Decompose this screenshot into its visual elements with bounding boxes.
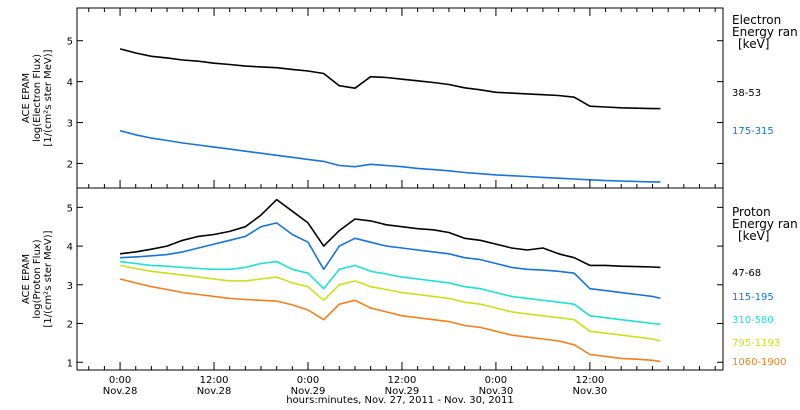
x-axis: 0:00Nov.2812:00Nov.280:00Nov.2912:00Nov.… bbox=[88, 8, 716, 397]
x-tick-time-label: 12:00 bbox=[200, 375, 229, 386]
proton-plot-frame bbox=[76, 187, 724, 371]
proton-legend-item: 47-68 bbox=[732, 268, 761, 279]
proton-ylabel-line: ACE EPAM bbox=[21, 254, 32, 304]
proton-legend-title-line: Energy ran bbox=[732, 217, 798, 231]
proton-panel: 1 2 3 4 5 ACE EPAM log(Proton Flux) [1/(cm²s st… bbox=[21, 187, 798, 371]
proton-series-47-68 bbox=[120, 198, 661, 269]
electron-ylabel-line: [1/(cm²s ster MeV)] bbox=[43, 49, 54, 146]
proton-legend-title-line: Proton bbox=[732, 205, 771, 219]
electron-legend-item: 175-315 bbox=[732, 126, 774, 137]
proton-ylabel-line: log(Proton Flux) bbox=[32, 239, 43, 318]
electron-plot-frame bbox=[76, 7, 724, 189]
electron-legend-title-line: Electron bbox=[732, 13, 781, 27]
x-tick-date-label: Nov.30 bbox=[479, 386, 514, 397]
proton-series-310-580 bbox=[120, 260, 661, 326]
proton-series-115-195 bbox=[120, 222, 661, 300]
electron-ytick-label: 4 bbox=[67, 78, 73, 89]
x-tick-date-label: Nov.30 bbox=[573, 386, 608, 397]
proton-ytick-label: 3 bbox=[67, 281, 73, 292]
proton-series-795-1193 bbox=[119, 264, 661, 342]
proton-ytick-label: 2 bbox=[67, 320, 73, 331]
electron-ytick-label: 2 bbox=[67, 159, 73, 170]
electron-series-38-53 bbox=[119, 48, 661, 110]
x-tick-time-label: 12:00 bbox=[575, 375, 604, 386]
x-tick-date-label: Nov.28 bbox=[197, 386, 232, 397]
electron-series-175-315 bbox=[119, 129, 661, 183]
x-tick-time-label: 12:00 bbox=[388, 375, 417, 386]
x-tick-time-label: 0:00 bbox=[109, 375, 131, 386]
proton-legend-item: 115-195 bbox=[732, 292, 774, 303]
electron-panel: 2 3 4 5 ACE EPAM log(Electron Flux) [1/(cm²s s… bbox=[21, 7, 798, 189]
proton-legend-item: 1060-1900 bbox=[732, 357, 787, 368]
electron-ytick-label: 3 bbox=[67, 119, 73, 130]
x-tick-date-label: Nov.29 bbox=[291, 386, 326, 397]
proton-legend-title-line: [keV] bbox=[738, 229, 769, 243]
electron-legend-title-line: [keV] bbox=[738, 37, 769, 51]
electron-legend-item: 38-53 bbox=[732, 88, 761, 99]
proton-legend-item: 310-580 bbox=[732, 315, 774, 326]
x-axis-title: hours:minutes, Nov. 27, 2011 - Nov. 30, … bbox=[286, 395, 514, 406]
proton-ylabel-line: [1/(cm²s ster MeV)] bbox=[43, 230, 54, 327]
proton-series-1060-1900 bbox=[119, 278, 661, 363]
electron-ytick-label: 5 bbox=[67, 37, 73, 48]
electron-ylabel-line: ACE EPAM bbox=[21, 73, 32, 123]
x-tick-time-label: 0:00 bbox=[485, 375, 507, 386]
x-tick-time-label: 0:00 bbox=[297, 375, 319, 386]
proton-ytick-label: 1 bbox=[67, 358, 73, 369]
x-tick-date-label: Nov.29 bbox=[385, 386, 420, 397]
proton-ytick-label: 5 bbox=[67, 203, 73, 214]
proton-legend-item: 795-1193 bbox=[732, 338, 780, 349]
x-tick-date-label: Nov.28 bbox=[103, 386, 138, 397]
electron-legend-title-line: Energy ran bbox=[732, 25, 798, 39]
electron-ylabel-line: log(Electron Flux) bbox=[32, 54, 43, 142]
proton-ytick-label: 4 bbox=[67, 242, 73, 253]
